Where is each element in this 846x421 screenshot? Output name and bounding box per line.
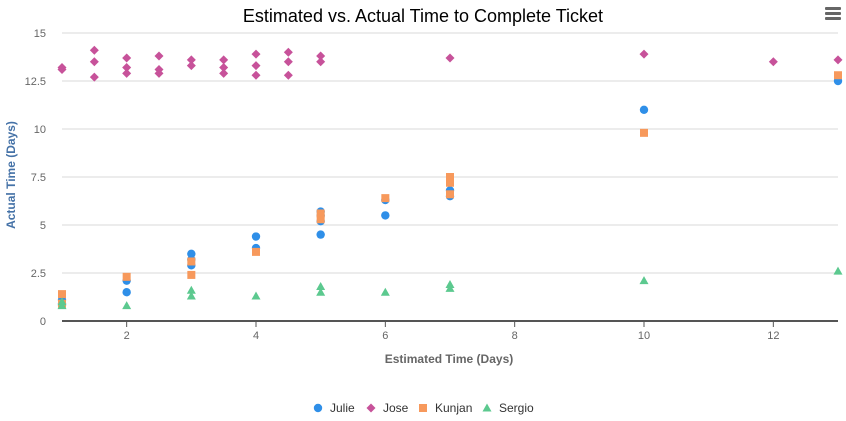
- legend-item-jose[interactable]: Jose: [366, 401, 409, 415]
- x-tick-label: 10: [638, 330, 650, 342]
- x-tick-label: 4: [253, 330, 259, 342]
- data-point-sergio[interactable]: [833, 266, 843, 275]
- data-point-julie[interactable]: [639, 105, 649, 115]
- data-point-jose[interactable]: [89, 45, 99, 55]
- y-tick-label: 7.5: [31, 172, 46, 184]
- data-point-jose[interactable]: [154, 68, 164, 78]
- legend-marker-sergio: [482, 403, 492, 412]
- data-point-julie[interactable]: [122, 288, 131, 297]
- hamburger-menu-icon[interactable]: [824, 6, 842, 22]
- x-tick-label: 6: [382, 330, 388, 342]
- data-point-julie[interactable]: [316, 230, 325, 239]
- data-point-jose[interactable]: [639, 49, 649, 59]
- data-point-julie[interactable]: [381, 211, 390, 220]
- data-point-kunjan[interactable]: [446, 190, 454, 199]
- data-point-julie[interactable]: [187, 249, 196, 258]
- data-point-jose[interactable]: [122, 53, 132, 63]
- data-point-kunjan[interactable]: [640, 128, 648, 137]
- x-tick-label: 2: [124, 330, 130, 342]
- series-sergio: [57, 266, 843, 310]
- data-point-jose[interactable]: [219, 55, 229, 65]
- data-point-kunjan[interactable]: [446, 173, 454, 181]
- data-point-jose[interactable]: [283, 57, 293, 67]
- legend-label: Kunjan: [435, 401, 472, 415]
- data-point-kunjan[interactable]: [122, 272, 131, 281]
- data-point-jose[interactable]: [89, 72, 99, 82]
- legend-item-sergio[interactable]: Sergio: [482, 401, 535, 415]
- data-point-kunjan[interactable]: [252, 247, 260, 256]
- x-tick-label: 8: [512, 330, 518, 342]
- y-axis-ticks: 0 2.5 5 7.5 10 12.5 15: [25, 28, 46, 328]
- data-point-sergio[interactable]: [445, 283, 455, 292]
- data-point-jose[interactable]: [219, 63, 229, 73]
- series-kunjan: [58, 71, 842, 308]
- data-point-jose[interactable]: [219, 68, 229, 78]
- x-tick-label: 12: [767, 330, 779, 342]
- y-tick-label: 0: [40, 316, 46, 328]
- data-point-jose[interactable]: [251, 70, 261, 80]
- data-point-kunjan[interactable]: [381, 194, 390, 203]
- legend-label: Julie: [330, 401, 355, 415]
- data-point-jose[interactable]: [57, 64, 67, 74]
- legend: Julie Jose Kunjan Sergio: [313, 401, 535, 415]
- y-tick-label: 2.5: [31, 268, 46, 280]
- data-point-julie[interactable]: [251, 232, 261, 241]
- x-axis-ticks: 2 4 6 8 10 12: [124, 321, 779, 342]
- data-point-kunjan[interactable]: [187, 257, 196, 266]
- x-axis-title: Estimated Time (Days): [385, 352, 514, 366]
- data-point-jose[interactable]: [154, 51, 164, 61]
- data-point-sergio[interactable]: [316, 287, 326, 296]
- data-point-sergio[interactable]: [380, 287, 390, 296]
- y-tick-label: 5: [40, 220, 46, 232]
- data-point-kunjan[interactable]: [446, 178, 454, 187]
- data-point-jose[interactable]: [445, 53, 455, 63]
- data-point-jose[interactable]: [316, 57, 326, 67]
- data-point-jose[interactable]: [251, 49, 261, 59]
- data-point-sergio[interactable]: [186, 285, 196, 294]
- data-point-sergio[interactable]: [186, 291, 196, 300]
- data-point-jose[interactable]: [122, 63, 132, 73]
- data-point-jose[interactable]: [283, 47, 293, 57]
- data-point-jose[interactable]: [768, 57, 778, 67]
- data-point-sergio[interactable]: [57, 301, 67, 310]
- data-point-jose[interactable]: [251, 61, 261, 71]
- y-tick-label: 10: [34, 124, 46, 136]
- series-jose: [57, 45, 843, 82]
- data-point-sergio[interactable]: [251, 291, 261, 300]
- legend-item-kunjan[interactable]: Kunjan: [419, 401, 472, 415]
- legend-item-julie[interactable]: Julie: [313, 401, 355, 415]
- legend-marker-kunjan: [419, 404, 427, 412]
- legend-label: Jose: [383, 401, 409, 415]
- data-point-kunjan[interactable]: [187, 270, 196, 279]
- data-point-jose[interactable]: [283, 70, 293, 80]
- data-point-jose[interactable]: [186, 55, 196, 65]
- data-point-kunjan[interactable]: [834, 71, 842, 80]
- y-axis-title: Actual Time (Days): [4, 121, 18, 229]
- legend-marker-jose: [366, 403, 376, 413]
- y-tick-label: 15: [34, 28, 46, 40]
- y-tick-label: 12.5: [25, 76, 46, 88]
- legend-marker-julie: [313, 403, 323, 413]
- data-point-jose[interactable]: [122, 68, 132, 78]
- legend-label: Sergio: [499, 401, 534, 415]
- data-point-jose[interactable]: [833, 55, 843, 65]
- data-point-sergio[interactable]: [316, 281, 326, 290]
- data-point-kunjan[interactable]: [316, 215, 325, 224]
- data-point-sergio[interactable]: [122, 301, 132, 310]
- data-point-jose[interactable]: [89, 57, 99, 67]
- data-point-jose[interactable]: [316, 51, 326, 61]
- data-point-jose[interactable]: [186, 61, 196, 71]
- data-point-sergio[interactable]: [639, 276, 649, 285]
- data-point-kunjan[interactable]: [58, 290, 66, 299]
- data-points: [57, 45, 843, 310]
- data-point-kunjan[interactable]: [316, 209, 325, 218]
- chart-title: Estimated vs. Actual Time to Complete Ti…: [243, 6, 603, 26]
